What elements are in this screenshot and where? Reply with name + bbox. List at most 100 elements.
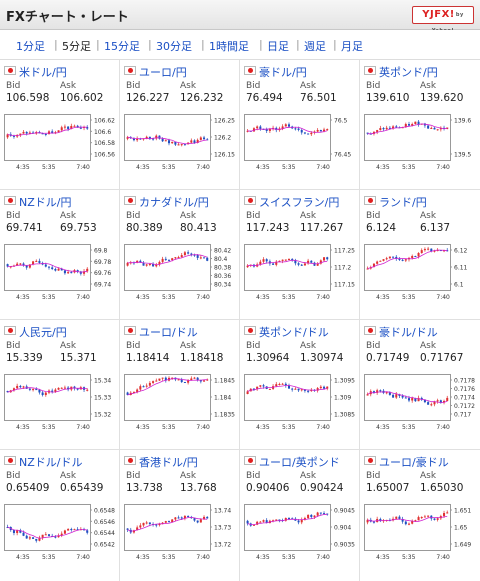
candle-body bbox=[161, 258, 164, 262]
flag-icon bbox=[124, 456, 136, 465]
candle-body bbox=[206, 516, 209, 519]
tab-3[interactable]: 30分足 bbox=[156, 40, 192, 53]
candle-body bbox=[294, 388, 297, 390]
pair-link[interactable]: スイスフラン/円 bbox=[259, 196, 340, 209]
mini-chart[interactable]: 0.7178 0.7176 0.7174 0.7172 0.717 4:35 5:35 7:4… bbox=[364, 372, 476, 436]
mini-chart[interactable]: 1.1845 1.184 1.1835 4:35 5:35 7:40 bbox=[124, 372, 236, 436]
candle-body bbox=[155, 264, 158, 267]
candle-body bbox=[392, 394, 395, 398]
chart-svg: 1.1845 1.184 1.1835 4:35 5:35 7:40 bbox=[124, 374, 235, 431]
pair-link[interactable]: NZドル/ドル bbox=[19, 456, 83, 469]
candle-body bbox=[180, 379, 183, 382]
pair-link[interactable]: 豪ドル/円 bbox=[259, 66, 307, 79]
candle-body bbox=[303, 518, 306, 520]
candle-body bbox=[307, 514, 310, 519]
mini-chart[interactable]: 1.651 1.65 1.649 4:35 5:35 7:40 bbox=[364, 502, 476, 566]
candle-body bbox=[436, 250, 439, 252]
y-tick-label: 80.38 bbox=[214, 265, 231, 272]
candle-body bbox=[63, 270, 66, 274]
pair-link[interactable]: カナダドル/円 bbox=[139, 196, 209, 209]
pair-link[interactable]: ユーロ/豪ドル bbox=[379, 456, 449, 469]
candle-body bbox=[196, 255, 199, 258]
pair-link[interactable]: ユーロ/英ポンド bbox=[259, 456, 340, 469]
x-tick-label: 5:35 bbox=[42, 424, 56, 431]
candle-body bbox=[199, 380, 202, 382]
candle-body bbox=[187, 252, 190, 254]
y-tick-label: 69.76 bbox=[94, 270, 111, 277]
mini-chart[interactable]: 6.12 6.11 6.1 4:35 5:35 7:40 bbox=[364, 242, 476, 306]
mini-chart[interactable]: 13.74 13.73 13.72 4:35 5:35 7:40 bbox=[124, 502, 236, 566]
candle-body bbox=[268, 388, 271, 390]
mini-chart[interactable]: 0.9045 0.904 0.9035 4:35 5:35 7:40 bbox=[244, 502, 356, 566]
candle-body bbox=[19, 133, 22, 135]
tab-5[interactable]: 日足 bbox=[267, 40, 289, 53]
tab-0[interactable]: 1分足 bbox=[16, 40, 45, 53]
tab-2[interactable]: 15分足 bbox=[104, 40, 140, 53]
candle-body bbox=[164, 521, 167, 523]
x-tick-label: 5:35 bbox=[402, 294, 416, 301]
pair-link[interactable]: 香港ドル/円 bbox=[139, 456, 198, 469]
ask-label: Ask bbox=[300, 341, 317, 351]
candle-body bbox=[180, 144, 183, 146]
mini-chart[interactable]: 0.6548 0.6546 0.6544 0.6542 4:35 5:35 7:40 bbox=[4, 502, 116, 566]
candle-body bbox=[256, 386, 259, 390]
candle-body bbox=[6, 390, 9, 393]
flag-icon bbox=[4, 456, 16, 465]
mini-chart[interactable]: 69.8 69.78 69.76 69.74 4:35 5:35 7:40 bbox=[4, 242, 116, 306]
x-tick-label: 7:40 bbox=[76, 554, 90, 561]
tab-separator: | bbox=[148, 38, 152, 51]
pair-link[interactable]: NZドル/円 bbox=[19, 196, 72, 209]
candle-body bbox=[401, 518, 404, 522]
pair-link[interactable]: 英ポンド/円 bbox=[379, 66, 438, 79]
bid-label: Bid bbox=[6, 211, 21, 221]
candle-body bbox=[28, 537, 31, 539]
tab-7[interactable]: 月足 bbox=[341, 40, 363, 53]
chart-svg: 13.74 13.73 13.72 4:35 5:35 7:40 bbox=[124, 504, 231, 561]
mini-chart[interactable]: 1.3095 1.309 1.3085 4:35 5:35 7:40 bbox=[244, 372, 356, 436]
ask-value: 139.620 bbox=[420, 92, 464, 104]
moving-average-line bbox=[247, 259, 328, 267]
candle-body bbox=[272, 263, 275, 265]
mini-chart[interactable]: 106.62 106.6 106.58 106.56 4:35 5:35 7:40 bbox=[4, 112, 116, 176]
pair-link[interactable]: 人民元/円 bbox=[19, 326, 67, 339]
x-tick-label: 5:35 bbox=[42, 554, 56, 561]
candle-body bbox=[38, 389, 41, 393]
mini-chart[interactable]: 80.42 80.4 80.38 80.36 80.34 4:35 5:35 7:40 bbox=[124, 242, 236, 306]
flag-icon bbox=[364, 196, 376, 205]
flag-icon bbox=[4, 66, 16, 75]
brand-logo[interactable]: YJFX!by Yahoo! bbox=[412, 6, 474, 34]
mini-chart[interactable]: 126.25 126.2 126.15 4:35 5:35 7:40 bbox=[124, 112, 236, 176]
candle-body bbox=[12, 530, 15, 534]
candle-body bbox=[376, 390, 379, 393]
candle-body bbox=[411, 398, 414, 401]
mini-chart[interactable]: 139.6 139.5 4:35 5:35 7:40 bbox=[364, 112, 476, 176]
ask-value: 126.232 bbox=[180, 92, 224, 104]
grid-divider bbox=[239, 60, 240, 581]
pair-link[interactable]: ユーロ/ドル bbox=[139, 326, 198, 339]
pair-link[interactable]: 米ドル/円 bbox=[19, 66, 67, 79]
y-tick-label: 1.1845 bbox=[214, 378, 235, 385]
candle-body bbox=[319, 260, 322, 264]
tab-6[interactable]: 週足 bbox=[304, 40, 326, 53]
mini-chart[interactable]: 15.34 15.33 15.32 4:35 5:35 7:40 bbox=[4, 372, 116, 436]
candle-body bbox=[372, 521, 375, 523]
pair-link[interactable]: 豪ドル/ドル bbox=[379, 326, 438, 339]
candle-body bbox=[262, 259, 265, 262]
mini-chart[interactable]: 117.25 117.2 117.15 4:35 5:35 7:40 bbox=[244, 242, 356, 306]
candle-body bbox=[148, 136, 151, 139]
candle-body bbox=[136, 138, 139, 141]
tab-4[interactable]: 1時間足 bbox=[209, 40, 249, 53]
pair-link[interactable]: 英ポンド/ドル bbox=[259, 326, 329, 339]
pair-link[interactable]: ユーロ/円 bbox=[139, 66, 187, 79]
ask-value: 69.753 bbox=[60, 222, 97, 234]
mini-chart[interactable]: 76.5 76.45 4:35 5:35 7:40 bbox=[244, 112, 356, 176]
bid-value: 69.741 bbox=[6, 222, 43, 234]
candle-body bbox=[395, 126, 398, 128]
pair-link[interactable]: ランド/円 bbox=[379, 196, 427, 209]
moving-average-line bbox=[247, 126, 328, 133]
candle-body bbox=[54, 389, 57, 392]
tab-1[interactable]: 5分足 bbox=[62, 40, 91, 53]
candle-body bbox=[310, 132, 313, 135]
chart-svg: 139.6 139.5 4:35 5:35 7:40 bbox=[364, 114, 471, 171]
candle-body bbox=[86, 389, 89, 391]
